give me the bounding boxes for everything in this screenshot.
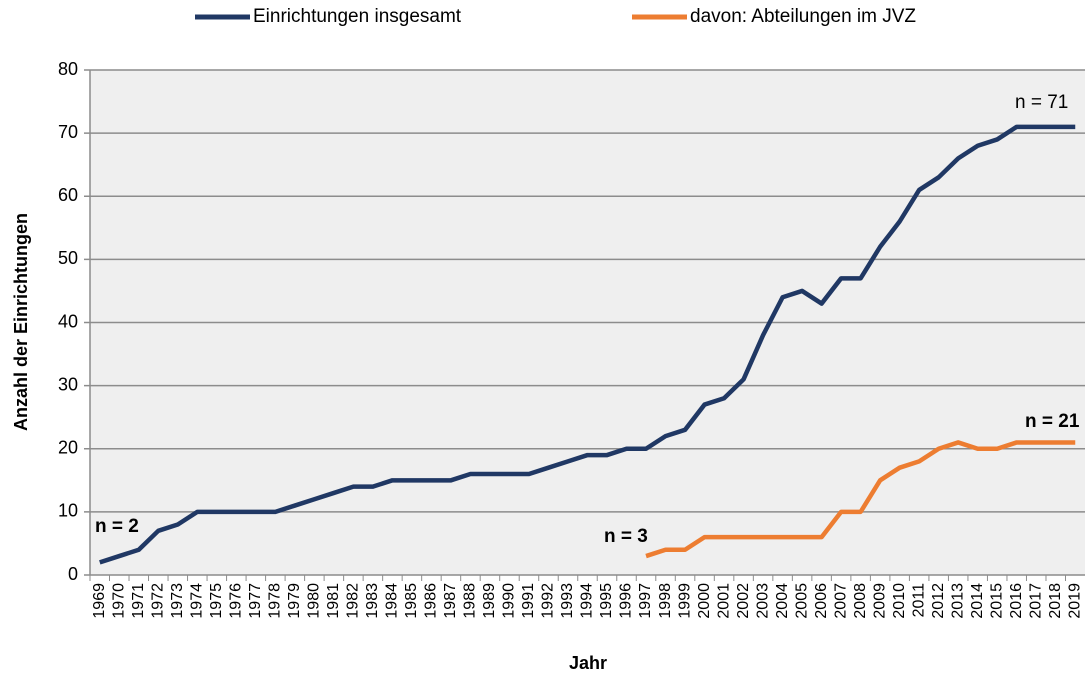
y-tick-label: 20 bbox=[58, 438, 78, 458]
x-tick-label: 2018 bbox=[1047, 583, 1064, 619]
x-tick-label: 1970 bbox=[110, 583, 127, 619]
x-tick-label: 2010 bbox=[891, 583, 908, 619]
annotation: n = 71 bbox=[1015, 92, 1068, 113]
x-tick-label: 1995 bbox=[598, 583, 615, 619]
x-tick-label: 1971 bbox=[130, 583, 147, 619]
y-tick-label: 40 bbox=[58, 311, 78, 331]
x-tick-label: 2009 bbox=[871, 583, 888, 619]
x-tick-label: 1974 bbox=[189, 583, 206, 619]
x-tick-label: 1984 bbox=[384, 583, 401, 619]
y-axis-label: Anzahl der Einrichtungen bbox=[11, 213, 31, 431]
x-tick-label: 2002 bbox=[735, 583, 752, 619]
x-tick-label: 1985 bbox=[403, 583, 420, 619]
x-tick-label: 1976 bbox=[228, 583, 245, 619]
x-tick-label: 1982 bbox=[345, 583, 362, 619]
x-tick-label: 1981 bbox=[325, 583, 342, 619]
x-tick-label: 1987 bbox=[442, 583, 459, 619]
x-tick-label: 2016 bbox=[1008, 583, 1025, 619]
x-tick-label: 2005 bbox=[793, 583, 810, 619]
annotation: n = 21 bbox=[1025, 411, 1080, 432]
x-tick-label: 1989 bbox=[481, 583, 498, 619]
legend-label: Einrichtungen insgesamt bbox=[253, 6, 462, 27]
x-tick-label: 1999 bbox=[676, 583, 693, 619]
x-tick-label: 2015 bbox=[988, 583, 1005, 619]
x-tick-label: 2013 bbox=[949, 583, 966, 619]
x-tick-label: 1998 bbox=[657, 583, 674, 619]
x-tick-label: 2001 bbox=[715, 583, 732, 619]
x-tick-label: 1990 bbox=[501, 583, 518, 619]
x-tick-label: 1993 bbox=[559, 583, 576, 619]
x-tick-label: 2000 bbox=[696, 583, 713, 619]
x-tick-label: 2019 bbox=[1066, 583, 1083, 619]
x-tick-label: 1977 bbox=[247, 583, 264, 619]
y-tick-label: 10 bbox=[58, 501, 78, 521]
x-tick-label: 2017 bbox=[1027, 583, 1044, 619]
x-tick-label: 2014 bbox=[969, 583, 986, 619]
x-tick-label: 2007 bbox=[832, 583, 849, 619]
x-tick-label: 2004 bbox=[774, 583, 791, 619]
x-tick-label: 1986 bbox=[423, 583, 440, 619]
x-tick-label: 2011 bbox=[910, 583, 927, 618]
x-tick-label: 2003 bbox=[754, 583, 771, 619]
x-tick-label: 1983 bbox=[364, 583, 381, 619]
y-tick-label: 0 bbox=[68, 564, 78, 584]
x-tick-label: 1988 bbox=[462, 583, 479, 619]
y-tick-label: 80 bbox=[58, 59, 78, 79]
y-tick-label: 60 bbox=[58, 185, 78, 205]
y-tick-label: 50 bbox=[58, 248, 78, 268]
annotation: n = 2 bbox=[95, 516, 139, 537]
x-tick-label: 1980 bbox=[306, 583, 323, 619]
x-tick-label: 1973 bbox=[169, 583, 186, 619]
series-line bbox=[99, 124, 1076, 565]
y-tick-label: 30 bbox=[58, 374, 78, 394]
x-tick-label: 1997 bbox=[637, 583, 654, 619]
x-tick-label: 1994 bbox=[579, 583, 596, 619]
x-tick-label: 1975 bbox=[208, 583, 225, 619]
series-line bbox=[645, 440, 1076, 559]
x-tick-label: 1992 bbox=[540, 583, 557, 619]
annotation: n = 3 bbox=[604, 526, 648, 547]
x-axis-label: Jahr bbox=[569, 653, 607, 673]
x-tick-label: 1979 bbox=[286, 583, 303, 619]
x-tick-label: 1991 bbox=[520, 583, 537, 619]
legend-label: davon: Abteilungen im JVZ bbox=[690, 6, 916, 27]
x-tick-label: 1969 bbox=[91, 583, 108, 619]
x-tick-label: 2006 bbox=[813, 583, 830, 619]
x-tick-label: 1996 bbox=[618, 583, 635, 619]
x-tick-label: 2012 bbox=[930, 583, 947, 619]
x-tick-label: 2008 bbox=[852, 583, 869, 619]
x-tick-label: 1978 bbox=[267, 583, 284, 619]
y-tick-label: 70 bbox=[58, 122, 78, 142]
x-tick-label: 1972 bbox=[150, 583, 167, 619]
